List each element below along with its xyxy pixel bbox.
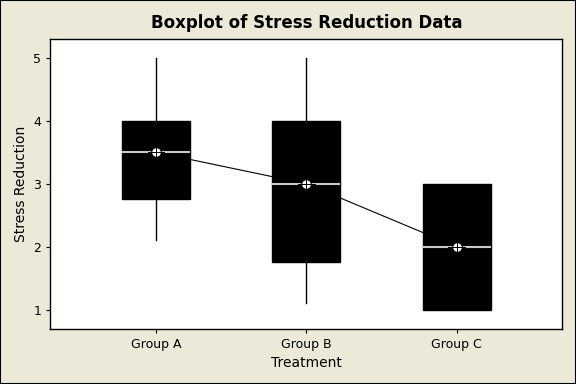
Title: Boxplot of Stress Reduction Data: Boxplot of Stress Reduction Data xyxy=(150,14,462,32)
PathPatch shape xyxy=(122,121,190,200)
Y-axis label: Stress Reduction: Stress Reduction xyxy=(14,126,28,242)
PathPatch shape xyxy=(423,184,491,310)
PathPatch shape xyxy=(272,121,340,262)
X-axis label: Treatment: Treatment xyxy=(271,356,342,370)
